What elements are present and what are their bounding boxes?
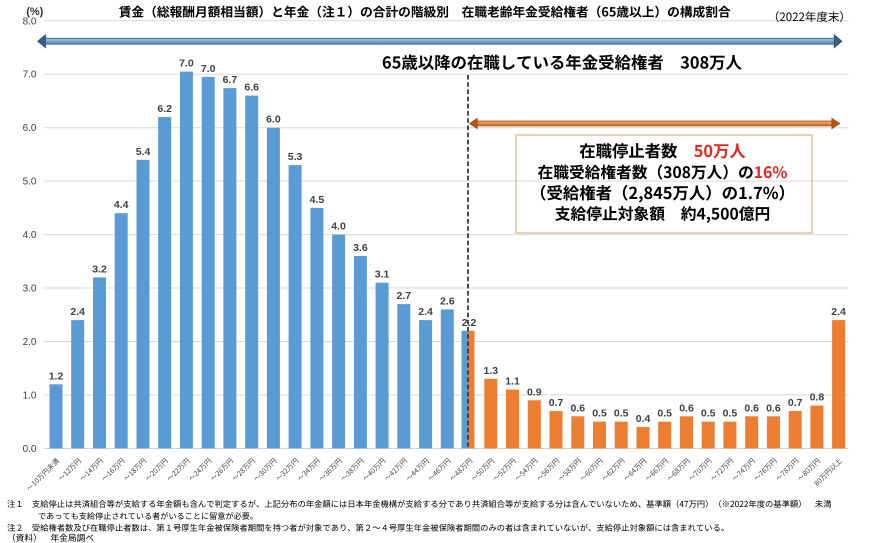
svg-text:0.6: 0.6 <box>570 402 585 414</box>
svg-text:0.6: 0.6 <box>766 402 781 414</box>
svg-text:4.0: 4.0 <box>331 221 346 233</box>
svg-text:0.6: 0.6 <box>679 402 694 414</box>
svg-text:1.3: 1.3 <box>483 365 498 377</box>
svg-text:0.5: 0.5 <box>657 408 672 420</box>
svg-text:6.0: 6.0 <box>23 123 37 134</box>
svg-text:4.0: 4.0 <box>23 230 37 241</box>
svg-text:6.2: 6.2 <box>157 103 172 115</box>
svg-text:6.7: 6.7 <box>223 74 238 86</box>
svg-text:5.3: 5.3 <box>288 151 303 163</box>
svg-text:3.0: 3.0 <box>23 284 37 295</box>
svg-text:0.8: 0.8 <box>810 392 825 404</box>
svg-text:5.0: 5.0 <box>23 177 37 188</box>
svg-text:6.0: 6.0 <box>266 114 281 126</box>
svg-text:0.7: 0.7 <box>788 397 803 409</box>
svg-text:2.7: 2.7 <box>396 290 411 302</box>
svg-text:2.6: 2.6 <box>440 295 455 307</box>
svg-text:7.0: 7.0 <box>23 70 37 81</box>
svg-text:5.4: 5.4 <box>136 146 151 158</box>
svg-text:0.5: 0.5 <box>592 408 607 420</box>
svg-text:3.1: 3.1 <box>375 269 390 281</box>
svg-text:4.4: 4.4 <box>114 199 129 211</box>
svg-text:0.5: 0.5 <box>614 408 629 420</box>
svg-text:2.2: 2.2 <box>462 317 477 329</box>
svg-text:7.0: 7.0 <box>201 63 216 75</box>
svg-text:6.6: 6.6 <box>244 82 259 94</box>
svg-text:0.5: 0.5 <box>701 408 716 420</box>
svg-text:0.9: 0.9 <box>527 386 542 398</box>
svg-text:0.5: 0.5 <box>723 408 738 420</box>
svg-text:(%): (%) <box>26 6 43 18</box>
svg-text:0.6: 0.6 <box>744 402 759 414</box>
svg-text:2.4: 2.4 <box>418 306 433 318</box>
svg-text:4.5: 4.5 <box>310 194 325 206</box>
svg-text:0.7: 0.7 <box>549 397 564 409</box>
svg-text:3.2: 3.2 <box>92 263 107 275</box>
svg-text:0.0: 0.0 <box>23 444 37 455</box>
svg-text:1.0: 1.0 <box>23 390 37 401</box>
svg-text:7.0: 7.0 <box>179 58 194 70</box>
svg-text:1.2: 1.2 <box>49 370 64 382</box>
svg-text:2.0: 2.0 <box>23 337 37 348</box>
svg-text:0.4: 0.4 <box>636 413 651 425</box>
svg-text:2.4: 2.4 <box>70 306 85 318</box>
svg-text:3.6: 3.6 <box>353 242 368 254</box>
svg-text:2.4: 2.4 <box>831 306 846 318</box>
svg-text:1.1: 1.1 <box>505 376 520 388</box>
svg-text:8.0: 8.0 <box>23 16 37 27</box>
